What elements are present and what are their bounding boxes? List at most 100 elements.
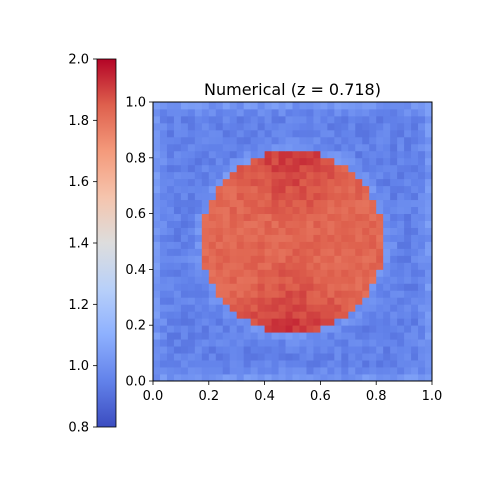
heatmap-cell — [397, 360, 405, 368]
heatmap-cell — [362, 269, 370, 277]
heatmap-cell — [222, 185, 231, 194]
heatmap-cell — [264, 374, 272, 382]
heatmap-cell — [159, 332, 168, 340]
heatmap-cell — [236, 255, 245, 263]
heatmap-cell — [208, 374, 217, 382]
heatmap-cell — [236, 283, 245, 291]
heatmap-cell — [348, 304, 356, 312]
heatmap-cell — [187, 150, 196, 159]
heatmap-cell — [285, 269, 293, 277]
heatmap-cell — [320, 297, 328, 305]
heatmap-cell — [271, 304, 279, 312]
heatmap-cell — [264, 339, 272, 347]
heatmap-cell — [327, 227, 335, 235]
heatmap-cell — [362, 346, 370, 354]
heatmap-cell — [215, 171, 224, 180]
heatmap-cell — [166, 360, 175, 368]
heatmap-cell — [397, 171, 405, 180]
heatmap-cell — [201, 164, 210, 173]
heatmap-cell — [355, 290, 363, 298]
heatmap-cell — [271, 185, 279, 194]
heatmap-cell — [376, 283, 384, 291]
heatmap-cell — [236, 199, 245, 208]
heatmap-cell — [313, 311, 321, 319]
heatmap-cell — [334, 374, 342, 382]
heatmap-cell — [369, 171, 377, 180]
heatmap-cell — [306, 283, 314, 291]
heatmap-cell — [166, 262, 175, 270]
heatmap-cell — [153, 297, 161, 305]
heatmap-cell — [320, 283, 328, 291]
heatmap-cell — [257, 171, 266, 180]
heatmap-cell — [222, 171, 231, 180]
heatmap-cell — [327, 157, 335, 166]
heatmap-cell — [418, 353, 426, 361]
heatmap-cell — [153, 318, 161, 326]
heatmap-cell — [411, 276, 419, 284]
heatmap-cell — [292, 157, 300, 166]
heatmap-cell — [257, 248, 266, 256]
heatmap-cell — [285, 115, 293, 124]
heatmap-cell — [348, 185, 356, 194]
heatmap-cell — [404, 332, 412, 340]
heatmap-cell — [418, 248, 426, 256]
heatmap-cell — [159, 360, 168, 368]
heatmap-cell — [215, 255, 224, 263]
heatmap-cell — [257, 269, 266, 277]
heatmap-cell — [194, 136, 203, 145]
heatmap-cell — [355, 143, 363, 152]
heatmap-cell — [208, 283, 217, 291]
heatmap-cell — [355, 164, 363, 173]
heatmap-cell — [418, 234, 426, 242]
heatmap-cell — [313, 157, 321, 166]
heatmap-cell — [320, 311, 328, 319]
heatmap-cell — [397, 185, 405, 194]
heatmap-cell — [341, 136, 349, 145]
heatmap-cell — [166, 297, 175, 305]
heatmap-cell — [208, 136, 217, 145]
heatmap-cell — [159, 367, 168, 375]
heatmap-cell — [425, 192, 433, 201]
heatmap-cell — [215, 325, 224, 333]
heatmap-cell — [369, 332, 377, 340]
heatmap-cell — [334, 339, 342, 347]
heatmap-cell — [215, 227, 224, 235]
heatmap-cell — [229, 262, 238, 270]
heatmap-cell — [201, 102, 210, 110]
heatmap-cell — [397, 255, 405, 263]
heatmap-cell — [404, 269, 412, 277]
heatmap-cell — [153, 304, 161, 312]
heatmap-cell — [355, 346, 363, 354]
heatmap-cell — [166, 311, 175, 319]
heatmap-cell — [383, 157, 391, 166]
heatmap-cell — [334, 108, 342, 117]
heatmap-cell — [334, 199, 342, 208]
heatmap-cell — [390, 143, 398, 152]
heatmap-cell — [208, 115, 217, 124]
heatmap-cell — [383, 290, 391, 298]
heatmap-cell — [418, 171, 426, 180]
heatmap-cell — [208, 318, 217, 326]
heatmap-cell — [313, 171, 321, 180]
heatmap-cell — [229, 129, 238, 138]
heatmap-cell — [278, 234, 286, 242]
heatmap-cell — [383, 311, 391, 319]
heatmap-cell — [362, 374, 370, 382]
heatmap-cell — [166, 318, 175, 326]
heatmap-cell — [313, 115, 321, 124]
heatmap-cell — [236, 339, 245, 347]
heatmap-cell — [271, 115, 279, 124]
heatmap-cell — [201, 234, 210, 242]
heatmap-cell — [376, 122, 384, 131]
heatmap-cell — [229, 304, 238, 312]
heatmap-cell — [313, 164, 321, 173]
heatmap-cell — [348, 367, 356, 375]
heatmap-cell — [404, 102, 412, 110]
heatmap-cell — [215, 102, 224, 110]
heatmap-cell — [243, 276, 252, 284]
heatmap-cell — [187, 129, 196, 138]
heatmap-cell — [285, 241, 293, 249]
heatmap-cell — [222, 150, 231, 159]
heatmap-cell — [208, 171, 217, 180]
heatmap-cell — [425, 339, 433, 347]
